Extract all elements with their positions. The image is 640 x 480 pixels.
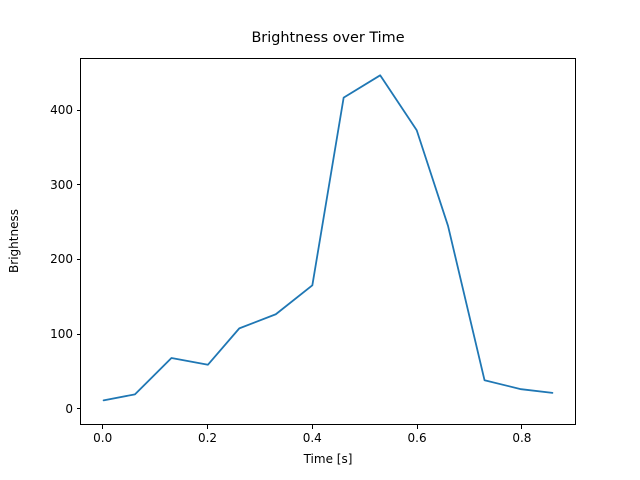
x-tick-mark: [311, 425, 313, 429]
x-tick-label: 0.0: [93, 431, 113, 445]
x-tick-mark: [206, 425, 209, 429]
series-polyline: [102, 74, 554, 402]
y-tick-label: 0: [65, 401, 73, 416]
y-tick-label: 100: [50, 327, 73, 342]
line-series-brightness: [102, 74, 554, 402]
y-tick-label: 200: [50, 252, 73, 267]
x-axis-label: Time [s]: [303, 452, 353, 466]
x-tick-mark: [521, 425, 523, 429]
y-tick-label: 300: [50, 177, 73, 192]
chart-title: Brightness over Time: [251, 30, 405, 46]
x-tick-mark: [416, 425, 418, 429]
x-tick-label: 0.4: [302, 431, 322, 445]
x-tick-label: 0.2: [197, 431, 218, 445]
x-tick-mark: [102, 425, 104, 429]
y-tick-label: 400: [50, 103, 73, 118]
x-tick-label: 0.6: [407, 431, 427, 445]
plot-area: [80, 58, 576, 425]
x-tick-label: 0.8: [512, 431, 532, 445]
y-axis-label: Brightness: [7, 209, 21, 273]
